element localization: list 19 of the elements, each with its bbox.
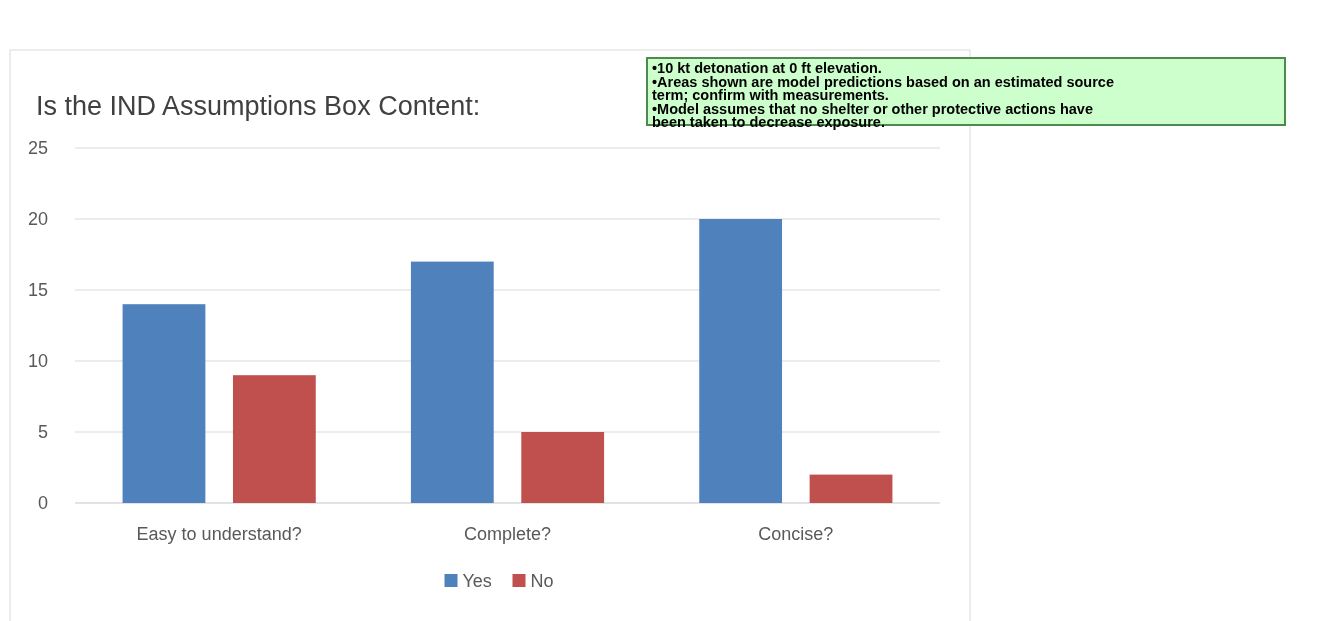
legend-label: Yes [462,571,492,591]
bar [809,474,893,503]
y-tick-label: 25 [27,138,48,159]
bar [410,261,494,503]
legend-label: No [530,571,554,591]
y-tick-label: 10 [27,351,48,372]
y-tick-label: 20 [27,209,48,230]
chart-title: Is the IND Assumptions Box Content: [36,91,481,121]
bar [122,304,206,503]
x-tick-label: Complete? [463,524,552,544]
x-tick-label: Easy to understand? [136,524,302,544]
y-tick-label: 0 [37,493,48,514]
x-tick-label: Concise? [758,524,834,544]
bar [699,219,783,503]
bar [232,375,316,503]
text: •10 kt detonation at 0 ft elevation. •Areas shown are model predictions based on an estimated source term; confirm with measurements. •Model assumes that no shelter or other protective actions have been taken to decrease exposure. [652,60,1114,130]
y-tick-label: 5 [37,422,48,443]
bar [521,432,605,503]
y-tick-label: 15 [27,280,48,301]
